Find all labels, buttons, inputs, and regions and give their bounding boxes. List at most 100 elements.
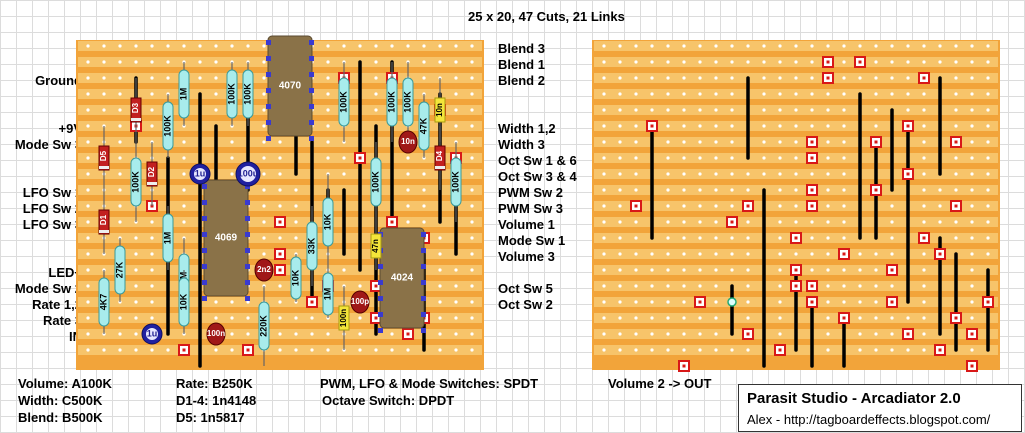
diode xyxy=(130,97,142,123)
right-hole xyxy=(714,108,718,112)
left-hole xyxy=(86,204,90,208)
left-hole xyxy=(182,204,186,208)
label-oct-sw5: Oct Sw 5 xyxy=(498,281,553,296)
right-hole xyxy=(666,44,670,48)
right-hole xyxy=(618,172,622,176)
left-hole xyxy=(374,348,378,352)
resistor-label: 1M xyxy=(178,88,188,101)
left-hole xyxy=(470,44,474,48)
right-hole xyxy=(698,44,702,48)
right-hole xyxy=(794,76,798,80)
ic-pin xyxy=(266,88,271,93)
ic-pin xyxy=(378,280,383,285)
ic-pin xyxy=(378,328,383,333)
right-hole xyxy=(762,156,766,160)
right-hole xyxy=(890,284,894,288)
ic-pin xyxy=(245,264,250,269)
right-hole xyxy=(778,44,782,48)
left-hole xyxy=(86,188,90,192)
left-hole xyxy=(134,252,138,256)
left-hole xyxy=(246,332,250,336)
right-hole xyxy=(698,124,702,128)
right-hole xyxy=(650,284,654,288)
right-hole xyxy=(634,348,638,352)
right-hole xyxy=(682,44,686,48)
track-cut-dot xyxy=(810,300,814,304)
right-hole xyxy=(746,348,750,352)
left-hole xyxy=(470,188,474,192)
right-hole xyxy=(778,140,782,144)
right-hole xyxy=(970,252,974,256)
ic-label: 4024 xyxy=(391,273,414,284)
right-hole xyxy=(890,92,894,96)
left-hole xyxy=(102,108,106,112)
right-hole xyxy=(954,156,958,160)
right-hole xyxy=(714,124,718,128)
track-cut-dot xyxy=(906,172,910,176)
right-hole xyxy=(602,204,606,208)
left-hole xyxy=(118,188,122,192)
right-hole xyxy=(970,300,974,304)
right-hole xyxy=(602,156,606,160)
ic-pin xyxy=(309,72,314,77)
track-cut-dot xyxy=(954,316,958,320)
right-hole xyxy=(938,188,942,192)
right-hole xyxy=(826,236,830,240)
left-hole xyxy=(134,284,138,288)
label-lfo-sw2: LFO Sw 2 xyxy=(22,201,82,216)
resistor-label: 100K xyxy=(130,171,140,193)
ic-pin xyxy=(202,232,207,237)
left-hole xyxy=(166,76,170,80)
left-hole xyxy=(326,140,330,144)
left-hole xyxy=(470,156,474,160)
left-hole xyxy=(102,348,106,352)
left-hole xyxy=(310,316,314,320)
right-hole xyxy=(778,284,782,288)
right-hole xyxy=(666,348,670,352)
right-hole xyxy=(634,268,638,272)
right-hole xyxy=(810,44,814,48)
track-cut-dot xyxy=(826,60,830,64)
right-hole xyxy=(874,92,878,96)
right-hole xyxy=(634,188,638,192)
left-hole xyxy=(326,76,330,80)
right-hole xyxy=(618,252,622,256)
left-hole xyxy=(438,252,442,256)
right-hole xyxy=(730,204,734,208)
right-hole xyxy=(746,60,750,64)
diode-band xyxy=(131,118,141,121)
right-hole xyxy=(714,156,718,160)
left-hole xyxy=(326,124,330,128)
right-hole xyxy=(666,108,670,112)
left-hole xyxy=(134,44,138,48)
right-hole xyxy=(906,348,910,352)
right-hole xyxy=(666,92,670,96)
left-hole xyxy=(454,300,458,304)
right-hole xyxy=(810,108,814,112)
diode-label: D4 xyxy=(435,150,444,161)
left-hole xyxy=(214,108,218,112)
diode-label: D5 xyxy=(99,150,108,161)
left-hole xyxy=(406,204,410,208)
right-hole xyxy=(906,60,910,64)
right-hole xyxy=(682,252,686,256)
label-mode-sw2: Mode Sw 2 xyxy=(14,281,82,296)
right-hole xyxy=(922,60,926,64)
left-hole xyxy=(150,124,154,128)
ic-pin xyxy=(245,200,250,205)
diode-band xyxy=(435,166,445,169)
right-hole xyxy=(906,44,910,48)
left-hole xyxy=(150,316,154,320)
right-hole xyxy=(714,172,718,176)
right-hole xyxy=(922,188,926,192)
ic-pin xyxy=(421,280,426,285)
left-hole xyxy=(198,44,202,48)
right-hole xyxy=(842,220,846,224)
left-hole xyxy=(246,44,250,48)
left-hole xyxy=(454,268,458,272)
left-hole xyxy=(118,44,122,48)
right-hole xyxy=(730,236,734,240)
track-cut-dot xyxy=(374,284,378,288)
track-cut-dot xyxy=(842,316,846,320)
right-hole xyxy=(698,92,702,96)
